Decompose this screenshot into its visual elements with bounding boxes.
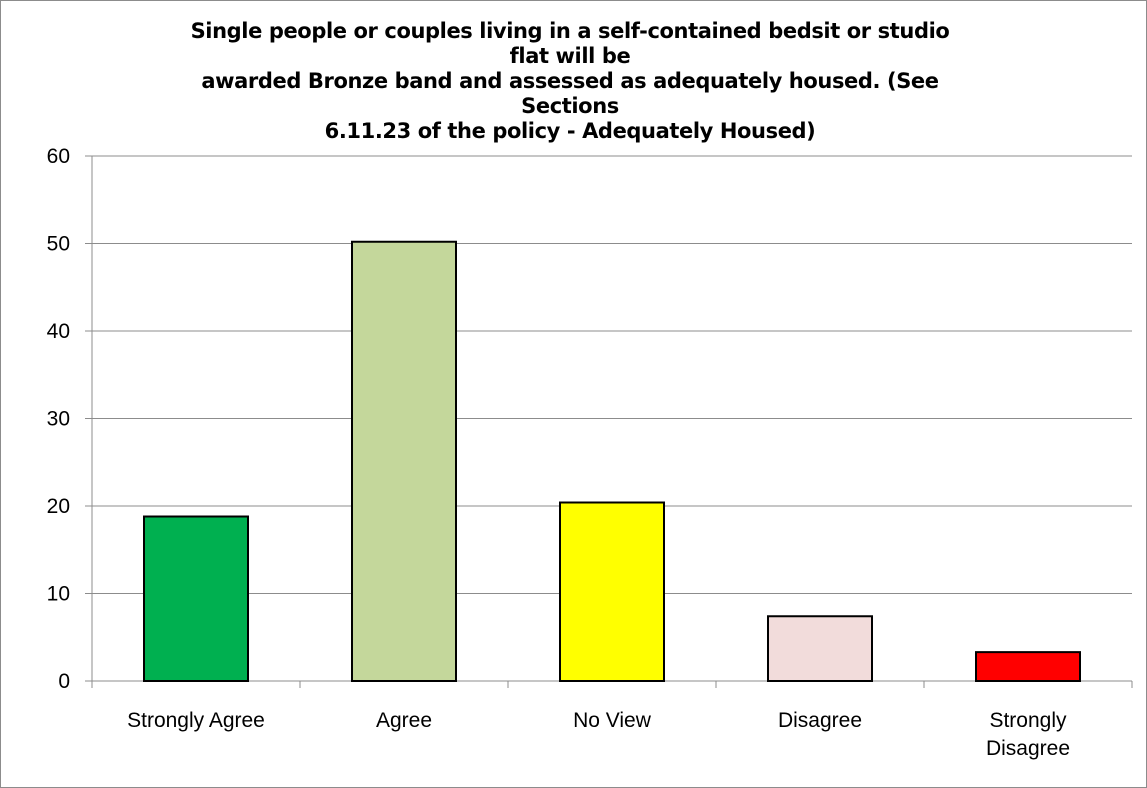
y-tick-label-50: 50 xyxy=(47,233,70,256)
bar-2 xyxy=(559,501,665,682)
y-tick-label-40: 40 xyxy=(47,320,70,343)
bar-0 xyxy=(143,515,249,682)
x-tick-label-0-line-0: Strongly Agree xyxy=(127,709,265,732)
bar-4 xyxy=(975,651,1081,682)
bar-1 xyxy=(351,240,457,682)
x-tick-label-1-line-0: Agree xyxy=(376,709,432,732)
y-tick-label-30: 30 xyxy=(47,408,70,431)
y-tick-label-10: 10 xyxy=(47,583,70,606)
y-tick-label-60: 60 xyxy=(47,145,70,168)
x-tick-label-4-line-1: Disagree xyxy=(986,737,1070,760)
x-tick-label-0: Strongly Agree xyxy=(127,709,265,732)
x-tick-label-3: Disagree xyxy=(778,709,862,732)
x-tick-label-3-line-0: Disagree xyxy=(778,709,862,732)
chart-title-line-3: 6.11.23 of the policy - Adequately House… xyxy=(324,119,816,143)
chart-title-line-1: Single people or couples living in a sel… xyxy=(190,19,950,68)
y-tick-label-20: 20 xyxy=(47,495,70,518)
x-tick-label-2: No View xyxy=(573,709,652,732)
x-tick-label-1: Agree xyxy=(376,709,432,732)
chart-title: Single people or couples living in a sel… xyxy=(180,19,960,144)
y-tick-label-0: 0 xyxy=(58,670,70,693)
chart-title-line-2: awarded Bronze band and assessed as adeq… xyxy=(201,69,939,118)
x-tick-label-2-line-0: No View xyxy=(573,709,652,732)
x-tick-label-4-line-0: Strongly xyxy=(989,709,1067,732)
bar-3 xyxy=(767,615,873,682)
x-tick-label-4: Strongly Disagree xyxy=(986,709,1070,760)
